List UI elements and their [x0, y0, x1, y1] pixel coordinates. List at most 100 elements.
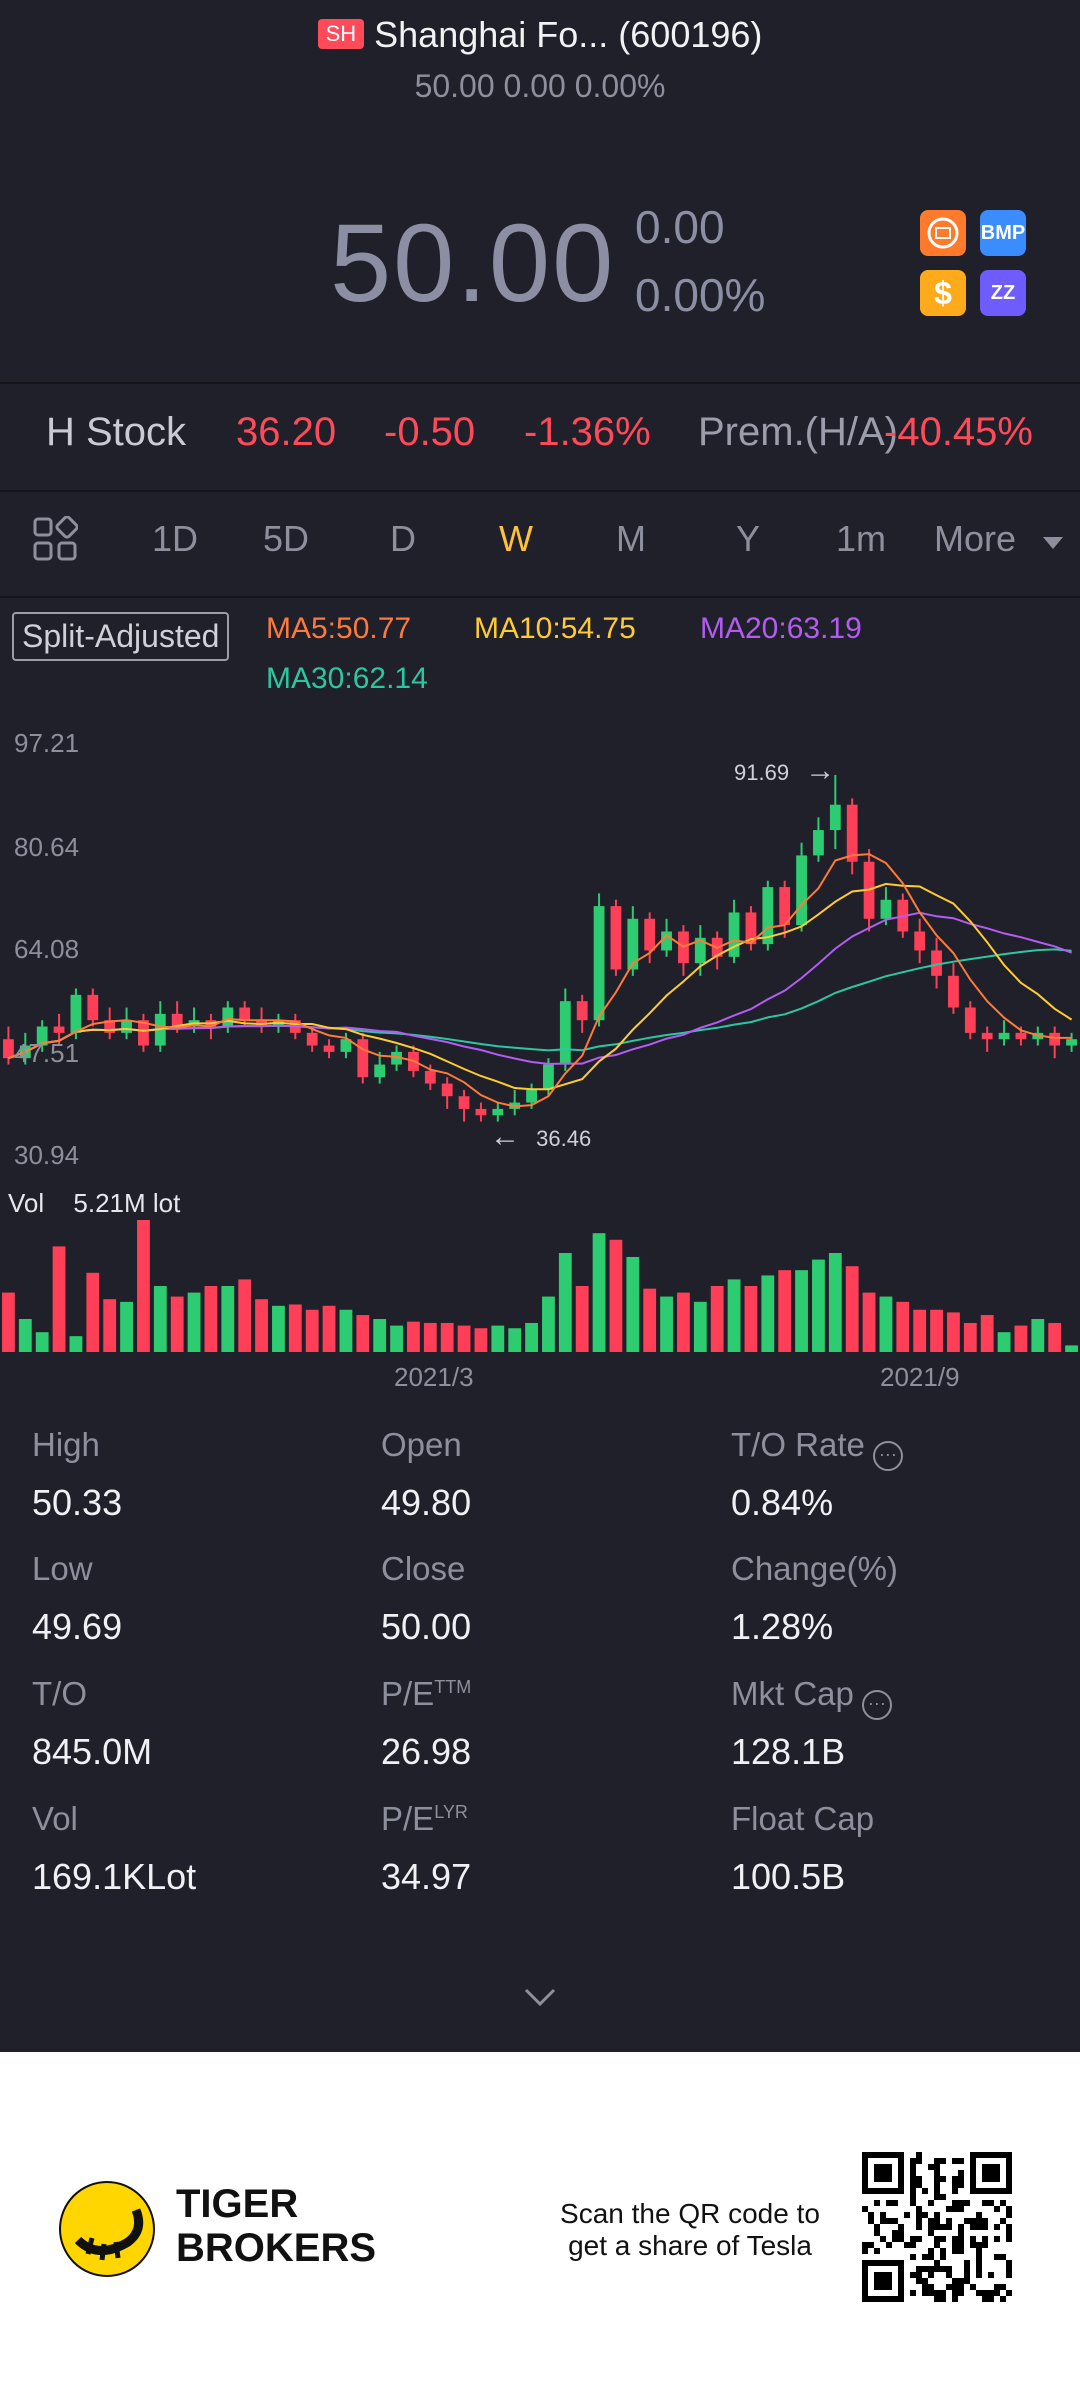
candle	[70, 994, 82, 1033]
qr-module	[928, 2272, 934, 2278]
qr-module	[940, 2236, 946, 2242]
volume-bar	[660, 1296, 673, 1352]
tab-w[interactable]: W	[499, 518, 533, 559]
tab-1d[interactable]: 1D	[152, 518, 199, 559]
qr-module	[874, 2248, 880, 2254]
qr-module	[958, 2248, 964, 2254]
candle	[846, 804, 858, 862]
volume-bar	[913, 1309, 927, 1352]
volume-bar	[795, 1270, 808, 1352]
qr-module	[916, 2212, 922, 2218]
h-stock-price: 36.20	[236, 410, 337, 454]
qr-module	[964, 2260, 970, 2266]
candle	[627, 918, 639, 970]
qr-module	[952, 2290, 958, 2296]
stat-value: 26.98	[381, 1731, 472, 1772]
qr-module	[1006, 2290, 1012, 2296]
qr-module	[958, 2290, 964, 2296]
volume-bar	[963, 1322, 977, 1352]
qr-module	[922, 2266, 928, 2272]
tab-1m[interactable]: 1m	[836, 518, 887, 559]
qr-module	[922, 2278, 928, 2284]
qr-module	[916, 2266, 922, 2272]
tab-d[interactable]: D	[390, 518, 416, 559]
stat-label: T/O	[32, 1675, 87, 1713]
candle	[644, 918, 656, 951]
qr-module	[910, 2290, 916, 2296]
tab-5d[interactable]: 5D	[263, 518, 310, 559]
volume-bar	[103, 1299, 117, 1352]
candlestick-chart[interactable]	[0, 700, 1080, 1380]
bmp-icon[interactable]: BMP	[980, 210, 1026, 256]
qr-module	[958, 2182, 964, 2188]
qr-module	[928, 2254, 934, 2260]
qr-module	[934, 2164, 940, 2170]
qr-module	[910, 2164, 916, 2170]
stat-label: Float Cap	[731, 1800, 874, 1838]
volume-bar	[744, 1286, 758, 1352]
volume-bar	[542, 1296, 555, 1352]
zz-icon[interactable]: ZZ	[980, 270, 1026, 316]
dollar-icon[interactable]: $	[920, 270, 966, 316]
promo-text: Scan the QR code to get a share of Tesla	[540, 2198, 840, 2262]
candle	[964, 1007, 976, 1033]
volume-bar	[879, 1296, 893, 1352]
candle	[374, 1064, 386, 1078]
qr-module	[916, 2236, 922, 2242]
qr-module	[892, 2230, 898, 2236]
volume-value: 5.21M lot	[73, 1188, 181, 1218]
volume-bar	[187, 1292, 201, 1352]
tab-m[interactable]: M	[616, 518, 646, 559]
gold-coin-icon[interactable]	[920, 210, 966, 256]
more-info-icon[interactable]: ···	[861, 1690, 892, 1720]
tab-more[interactable]: More	[934, 518, 1064, 560]
qr-module	[928, 2230, 934, 2236]
qr-module	[1006, 2206, 1012, 2212]
chart-layout-icon[interactable]	[32, 515, 79, 567]
ma30-line	[8, 948, 1072, 1060]
more-info-icon[interactable]: ···	[872, 1441, 903, 1471]
candle	[306, 1032, 318, 1046]
qr-module	[934, 2236, 940, 2242]
split-adjusted-toggle[interactable]: Split-Adjusted	[12, 612, 230, 661]
qr-module	[934, 2170, 940, 2176]
qr-module	[880, 2212, 886, 2218]
candle	[1015, 1032, 1027, 1040]
candle	[559, 1001, 571, 1065]
qr-module	[940, 2290, 946, 2296]
page-title: SH Shanghai Fo... (600196)	[0, 14, 1080, 56]
qr-module	[994, 2284, 1000, 2290]
arrow-right-icon: →	[805, 754, 836, 787]
qr-finder	[982, 2164, 1000, 2182]
qr-module	[886, 2218, 892, 2224]
volume-bar	[407, 1321, 420, 1352]
candle	[526, 1089, 537, 1103]
high-marker-value: 91.69	[734, 760, 790, 785]
qr-module	[934, 2266, 940, 2272]
qr-module	[928, 2164, 934, 2170]
volume-bar	[525, 1322, 538, 1352]
qr-module	[964, 2272, 970, 2278]
volume-bar	[626, 1256, 640, 1352]
ma20-line	[8, 911, 1072, 1065]
qr-module	[922, 2284, 928, 2290]
candle	[36, 1026, 48, 1046]
ma20-legend: MA20:63.19	[700, 612, 862, 645]
qr-module	[1006, 2230, 1012, 2236]
qr-module	[874, 2224, 880, 2230]
qr-module	[922, 2212, 928, 2218]
price-change: 0.00	[635, 201, 725, 253]
qr-module	[910, 2242, 916, 2248]
qr-module	[934, 2188, 940, 2194]
qr-module	[958, 2236, 964, 2242]
tab-y[interactable]: Y	[736, 518, 761, 559]
qr-module	[940, 2296, 946, 2302]
qr-module	[982, 2224, 988, 2230]
qr-module	[874, 2230, 880, 2236]
volume-bar	[440, 1322, 454, 1352]
chevron-down-icon[interactable]	[522, 1986, 558, 2013]
qr-code[interactable]	[862, 2152, 1012, 2302]
qr-module	[946, 2284, 952, 2290]
h-stock-label[interactable]: H Stock	[46, 410, 187, 454]
candle	[391, 1051, 402, 1065]
